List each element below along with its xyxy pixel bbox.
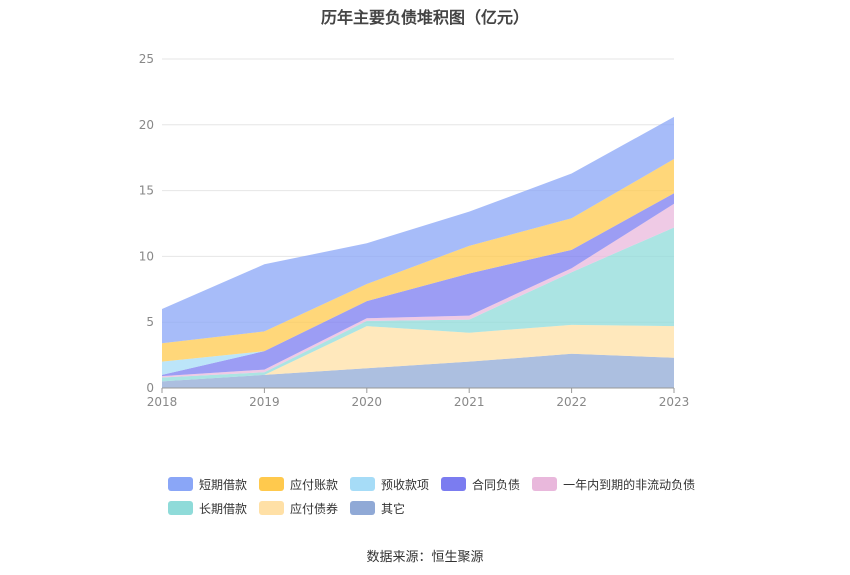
x-tick-label: 2019 [249,395,280,409]
area-series-2 [162,227,674,382]
x-tick-label: 2018 [147,395,178,409]
x-tick-label: 2022 [556,395,587,409]
source-note: 数据来源：恒生聚源 [366,550,484,565]
y-tick-label: 20 [139,118,154,132]
legend-swatch [441,477,467,491]
legend-item[interactable]: 短期借款 [168,476,247,493]
legend-label: 合同负债 [472,477,521,492]
legend-item[interactable]: 一年内到期的非流动负债 [532,476,695,493]
area-series-5 [162,193,674,375]
legend-label: 一年内到期的非流动负债 [563,477,696,492]
legend-item[interactable]: 其它 [350,500,405,517]
legend-label: 预收款项 [381,477,430,492]
y-tick-label: 0 [146,381,154,395]
legend-label: 短期借款 [199,477,248,492]
legend-swatch [532,477,558,491]
legend-swatch [259,501,285,515]
legend-label: 应付账款 [290,477,339,492]
legend-label: 其它 [381,501,406,516]
legend-swatch [350,501,376,515]
legend-item[interactable]: 合同负债 [441,476,520,493]
x-tick-label: 2021 [454,395,485,409]
chart-title: 历年主要负债堆积图（亿元） [320,8,529,27]
area-series-1 [162,324,674,382]
legend: 短期借款 应付账款 预收款项 合同负债 一年内到期的非流动负债 长期借款 应付债券 其它 [168,472,728,520]
y-tick-label: 15 [139,184,154,198]
legend-row-1: 短期借款 应付账款 预收款项 合同负债 一年内到期的非流动负债 [168,472,728,496]
legend-item[interactable]: 应付债券 [259,500,338,517]
legend-swatch [168,501,193,515]
x-tick-label: 2023 [659,395,690,409]
legend-label: 应付债券 [290,501,339,516]
legend-row-2: 长期借款 应付债券 其它 [168,496,728,520]
area-series-7 [162,116,674,344]
legend-swatch [350,477,376,491]
y-tick-label: 10 [139,249,154,263]
legend-item[interactable]: 应付账款 [259,476,338,493]
legend-label: 长期借款 [199,501,248,516]
legend-item[interactable]: 长期借款 [168,500,247,517]
area-series-0 [162,353,674,388]
area-series-6 [162,159,674,362]
legend-swatch [168,477,193,491]
x-tick-label: 2020 [352,395,383,409]
y-tick-label: 5 [146,315,154,329]
legend-swatch [259,477,285,491]
y-tick-label: 25 [139,52,154,66]
legend-item[interactable]: 预收款项 [350,476,429,493]
